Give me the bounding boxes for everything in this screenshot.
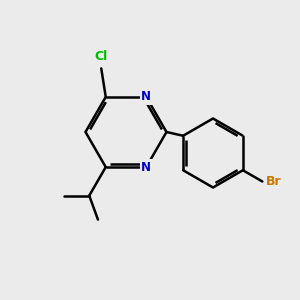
Text: Br: Br bbox=[266, 175, 282, 188]
Text: N: N bbox=[141, 90, 151, 104]
Text: Cl: Cl bbox=[94, 50, 108, 63]
Text: N: N bbox=[141, 160, 151, 174]
